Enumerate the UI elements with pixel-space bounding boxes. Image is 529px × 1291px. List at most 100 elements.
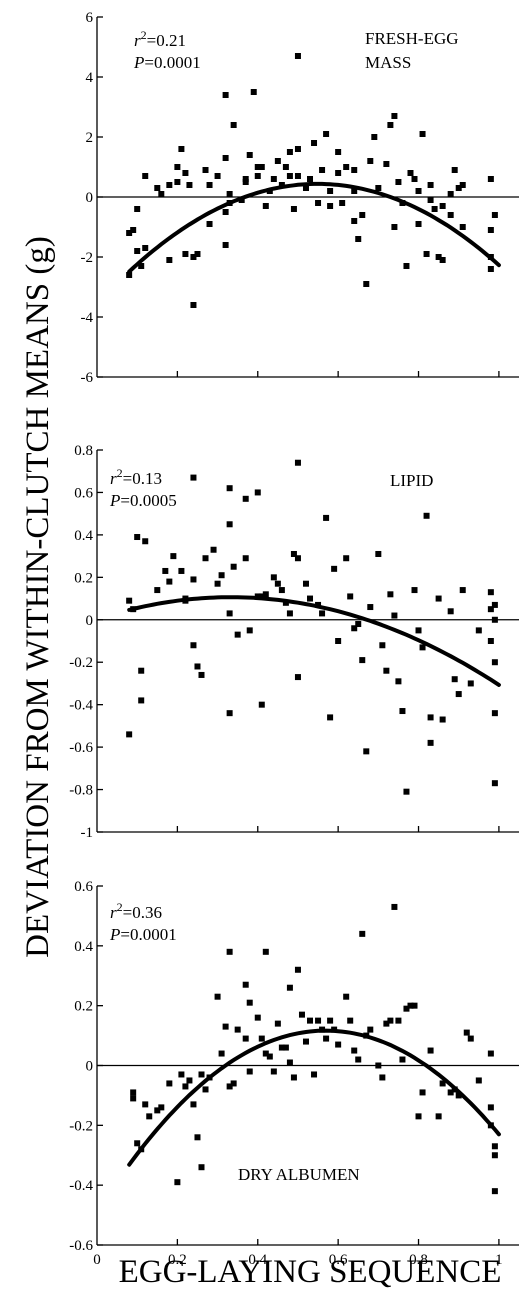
data-point xyxy=(218,1050,225,1057)
data-point xyxy=(311,140,318,146)
data-point xyxy=(367,158,374,164)
data-point xyxy=(290,1074,297,1081)
y-tick-label: -0.2 xyxy=(69,655,93,671)
data-point xyxy=(367,1026,374,1033)
data-point xyxy=(383,1020,390,1027)
data-point xyxy=(395,1017,402,1024)
data-point xyxy=(282,1044,289,1051)
data-point xyxy=(383,161,390,167)
x-tick-label: 0.2 xyxy=(168,1252,187,1268)
data-point xyxy=(307,176,314,182)
data-point xyxy=(262,203,269,209)
data-point xyxy=(327,188,334,194)
data-point xyxy=(242,1035,249,1042)
data-point xyxy=(210,546,217,553)
data-point xyxy=(431,206,438,212)
data-point xyxy=(278,587,285,594)
panel-dry-albumen: r2=0.36 P=0.0001 DRY ALBUMEN 0.60.40.20-… xyxy=(69,879,519,1268)
data-point xyxy=(383,667,390,674)
data-point xyxy=(158,191,165,197)
data-point xyxy=(423,251,430,257)
data-point xyxy=(202,1086,209,1093)
data-point xyxy=(391,224,398,230)
data-point xyxy=(399,708,406,715)
data-point xyxy=(182,170,189,176)
data-point xyxy=(246,999,253,1006)
data-point xyxy=(126,230,133,236)
data-point xyxy=(234,1026,241,1033)
data-point xyxy=(351,1047,358,1054)
data-point xyxy=(230,122,237,128)
x-tick-label: 1 xyxy=(495,1252,503,1268)
data-point xyxy=(439,257,446,263)
data-point xyxy=(286,1059,293,1066)
data-point xyxy=(475,627,482,634)
data-point xyxy=(323,514,330,521)
data-point xyxy=(286,173,293,179)
data-point xyxy=(487,227,494,233)
data-point xyxy=(459,587,466,594)
data-point xyxy=(222,155,229,161)
data-point xyxy=(134,534,141,541)
data-point xyxy=(491,780,498,787)
data-point xyxy=(467,1035,474,1042)
y-tick-label: 0 xyxy=(86,190,94,206)
data-point xyxy=(274,580,281,587)
panel-title-line-1: DRY ALBUMEN xyxy=(238,1165,360,1184)
data-point xyxy=(447,1089,454,1096)
data-point xyxy=(439,716,446,723)
data-point xyxy=(134,248,141,254)
data-point xyxy=(447,608,454,615)
data-point xyxy=(379,1074,386,1081)
data-point xyxy=(411,176,418,182)
y-tick-label: 6 xyxy=(86,10,94,26)
data-point xyxy=(351,188,358,194)
data-point xyxy=(254,173,261,179)
data-point xyxy=(447,191,454,197)
y-tick-label: 4 xyxy=(86,70,94,86)
data-point xyxy=(286,984,293,991)
data-point xyxy=(226,948,233,955)
y-tick-label: 0.4 xyxy=(74,939,93,955)
data-point xyxy=(475,1077,482,1084)
p-value-stat: P=0.0001 xyxy=(133,53,201,72)
data-point xyxy=(134,206,141,212)
data-point xyxy=(190,254,197,260)
y-tick-label: 0.6 xyxy=(74,879,93,895)
data-point xyxy=(327,203,334,209)
data-point xyxy=(487,1104,494,1111)
data-point xyxy=(351,218,358,224)
data-point xyxy=(290,206,297,212)
data-point xyxy=(367,604,374,611)
fit-curve xyxy=(127,595,501,687)
data-point xyxy=(154,1107,161,1114)
data-point xyxy=(427,739,434,746)
data-point xyxy=(226,610,233,617)
data-point xyxy=(174,164,181,170)
data-point xyxy=(142,538,149,545)
data-point xyxy=(435,1113,442,1120)
data-point xyxy=(174,179,181,185)
data-point xyxy=(302,185,309,191)
x-tick-label: 0 xyxy=(93,1252,101,1268)
data-point xyxy=(258,701,265,708)
data-point xyxy=(190,576,197,583)
data-point xyxy=(230,1080,237,1087)
data-point xyxy=(270,1068,277,1075)
data-point xyxy=(435,254,442,260)
data-point xyxy=(343,555,350,562)
data-point xyxy=(491,1152,498,1159)
data-point xyxy=(487,266,494,272)
data-point xyxy=(455,185,462,191)
y-tick-label: 0.4 xyxy=(74,528,93,544)
data-point xyxy=(451,676,458,683)
data-point xyxy=(455,691,462,698)
data-point xyxy=(463,1029,470,1036)
data-point xyxy=(451,167,458,173)
data-point xyxy=(371,134,378,140)
data-point xyxy=(266,1053,273,1060)
data-point xyxy=(178,146,185,152)
data-point xyxy=(415,1113,422,1120)
data-point xyxy=(222,242,229,248)
